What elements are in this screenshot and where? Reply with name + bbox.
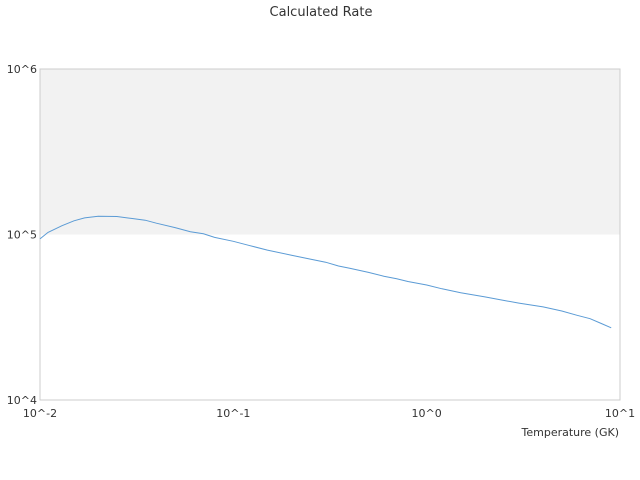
x-tick-label: 10^-2 [23, 407, 57, 420]
shaded-band [40, 69, 620, 235]
y-tick-label: 10^4 [7, 394, 37, 407]
y-tick-label: 10^6 [7, 63, 37, 76]
y-tick-label: 10^5 [7, 229, 37, 242]
x-tick-label: 10^-1 [216, 407, 250, 420]
x-tick-label: 10^0 [412, 407, 442, 420]
x-tick-label: 10^1 [605, 407, 635, 420]
plot-area [39, 68, 621, 401]
chart-title: Calculated Rate [270, 5, 373, 20]
x-axis-label: Temperature (GK) [521, 426, 620, 439]
series-line [39, 215, 612, 329]
